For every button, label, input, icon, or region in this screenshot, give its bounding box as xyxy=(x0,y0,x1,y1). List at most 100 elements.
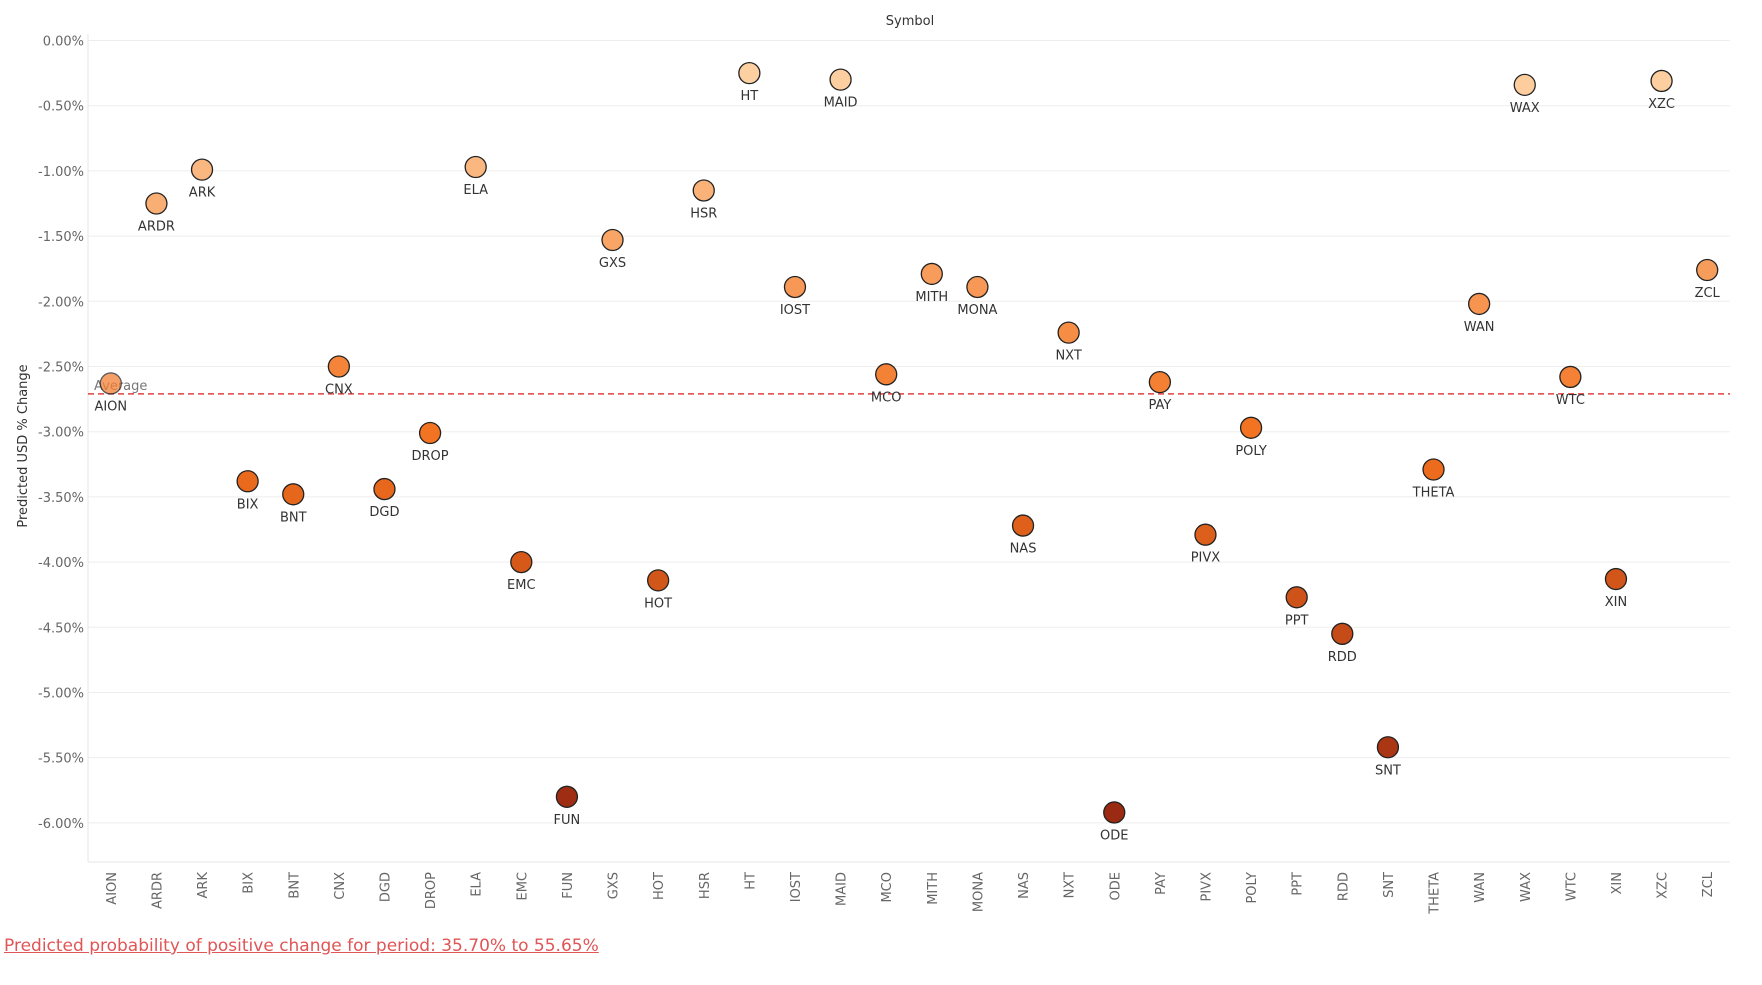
x-tick-label: MONA xyxy=(971,872,986,912)
data-point[interactable] xyxy=(282,483,305,506)
x-tick-label: BIX xyxy=(242,872,257,894)
x-tick-label: ODE xyxy=(1108,872,1123,900)
x-tick-label: RDD xyxy=(1336,872,1351,901)
point-label: GXS xyxy=(599,256,626,271)
data-point[interactable] xyxy=(875,363,898,386)
point-label: ARDR xyxy=(138,220,175,235)
data-point[interactable] xyxy=(236,470,259,493)
y-tick-label: -3.00% xyxy=(38,426,84,441)
data-point[interactable] xyxy=(327,355,351,378)
y-axis-label: Predicted USD % Change xyxy=(16,364,31,527)
point-label: WAN xyxy=(1464,320,1495,335)
x-tick-label: IOST xyxy=(789,872,804,902)
x-tick-label: DROP xyxy=(424,872,439,909)
x-tick-label: ARK xyxy=(196,872,211,899)
x-tick-label: WAX xyxy=(1519,872,1534,902)
data-point[interactable] xyxy=(1650,69,1673,93)
point-label: MONA xyxy=(957,303,997,318)
x-tick-label: XZC xyxy=(1656,872,1671,899)
grid-layer xyxy=(87,34,1730,863)
data-point[interactable] xyxy=(1559,365,1582,389)
data-point[interactable] xyxy=(190,158,214,181)
x-tick-label: THETA xyxy=(1428,872,1443,915)
y-tick-label: 0.00% xyxy=(43,35,84,50)
x-tick-label: PPT xyxy=(1291,872,1306,896)
y-tick-label: -4.00% xyxy=(38,556,84,571)
y-tick-label: -2.50% xyxy=(38,361,84,376)
x-tick-label: XIN xyxy=(1610,872,1625,894)
data-point[interactable] xyxy=(99,372,122,395)
data-point[interactable] xyxy=(601,228,624,252)
point-label: BIX xyxy=(237,497,259,512)
chart-title: Symbol xyxy=(886,14,934,29)
data-point[interactable] xyxy=(373,477,396,501)
data-point[interactable] xyxy=(464,155,487,179)
data-point[interactable] xyxy=(1285,586,1308,609)
data-point[interactable] xyxy=(966,275,989,299)
point-label: POLY xyxy=(1235,444,1267,459)
data-point[interactable] xyxy=(1467,292,1491,316)
y-tick-label: -5.00% xyxy=(38,686,84,701)
data-point[interactable] xyxy=(646,569,670,592)
y-tick-label: -3.50% xyxy=(38,491,84,506)
point-label: BNT xyxy=(280,510,307,525)
data-point[interactable] xyxy=(738,61,761,85)
point-label: THETA xyxy=(1412,486,1455,501)
data-point[interactable] xyxy=(1376,736,1400,759)
data-point[interactable] xyxy=(510,550,533,574)
x-tick-label: PIVX xyxy=(1199,872,1214,902)
point-label: ODE xyxy=(1100,828,1128,843)
data-point[interactable] xyxy=(1513,73,1536,97)
point-label: HSR xyxy=(690,206,717,221)
y-axis-ticks: 0.00% -0.50% -1.00% -1.50% -2.00% -2.50% -3.00… xyxy=(38,35,84,832)
data-point[interactable] xyxy=(145,192,168,215)
x-tick-label: HT xyxy=(743,872,758,890)
x-tick-label: DGD xyxy=(378,872,393,902)
data-point[interactable] xyxy=(1148,371,1172,394)
data-point[interactable] xyxy=(1422,458,1445,481)
point-label: SNT xyxy=(1375,763,1401,778)
x-tick-label: HSR xyxy=(698,872,713,899)
data-point[interactable] xyxy=(1696,258,1719,282)
x-tick-label: HOT xyxy=(652,872,667,900)
data-point[interactable] xyxy=(1239,416,1263,439)
footer-probability-link[interactable]: Predicted probability of positive change… xyxy=(4,936,599,956)
point-label: ZCL xyxy=(1695,286,1721,301)
y-tick-label: -6.00% xyxy=(38,817,84,832)
point-label: ELA xyxy=(463,183,488,198)
point-label: FUN xyxy=(554,813,581,828)
data-point[interactable] xyxy=(1057,321,1080,344)
point-label: PPT xyxy=(1285,613,1309,628)
point-label: PIVX xyxy=(1191,551,1221,566)
point-label: DROP xyxy=(412,449,449,464)
point-label: ARK xyxy=(189,186,216,201)
x-tick-label: MCO xyxy=(880,872,895,903)
data-point[interactable] xyxy=(1331,622,1354,645)
data-point[interactable] xyxy=(692,179,715,202)
point-label: XIN xyxy=(1605,595,1627,610)
y-tick-label: -5.50% xyxy=(38,752,84,767)
x-tick-label: SNT xyxy=(1382,872,1397,898)
data-point[interactable] xyxy=(829,68,852,91)
point-label: MITH xyxy=(915,290,948,305)
x-tick-label: BNT xyxy=(287,872,302,899)
data-point[interactable] xyxy=(1011,514,1035,537)
x-tick-label: MITH xyxy=(926,872,941,905)
y-tick-label: -1.00% xyxy=(38,165,84,180)
data-point[interactable] xyxy=(920,262,943,286)
x-tick-label: POLY xyxy=(1245,872,1260,904)
data-point[interactable] xyxy=(555,785,579,808)
x-tick-label: ELA xyxy=(470,872,485,897)
data-point[interactable] xyxy=(1103,801,1126,824)
data-point[interactable] xyxy=(418,421,442,445)
x-tick-label: ZCL xyxy=(1701,871,1716,897)
data-point[interactable] xyxy=(783,275,807,299)
data-point[interactable] xyxy=(1194,523,1217,546)
point-label: XZC xyxy=(1648,97,1675,112)
y-tick-label: -2.00% xyxy=(38,295,84,310)
point-label: WTC xyxy=(1556,393,1585,408)
data-point[interactable] xyxy=(1604,567,1628,591)
x-tick-label: EMC xyxy=(515,872,530,901)
x-tick-label: GXS xyxy=(607,872,622,899)
